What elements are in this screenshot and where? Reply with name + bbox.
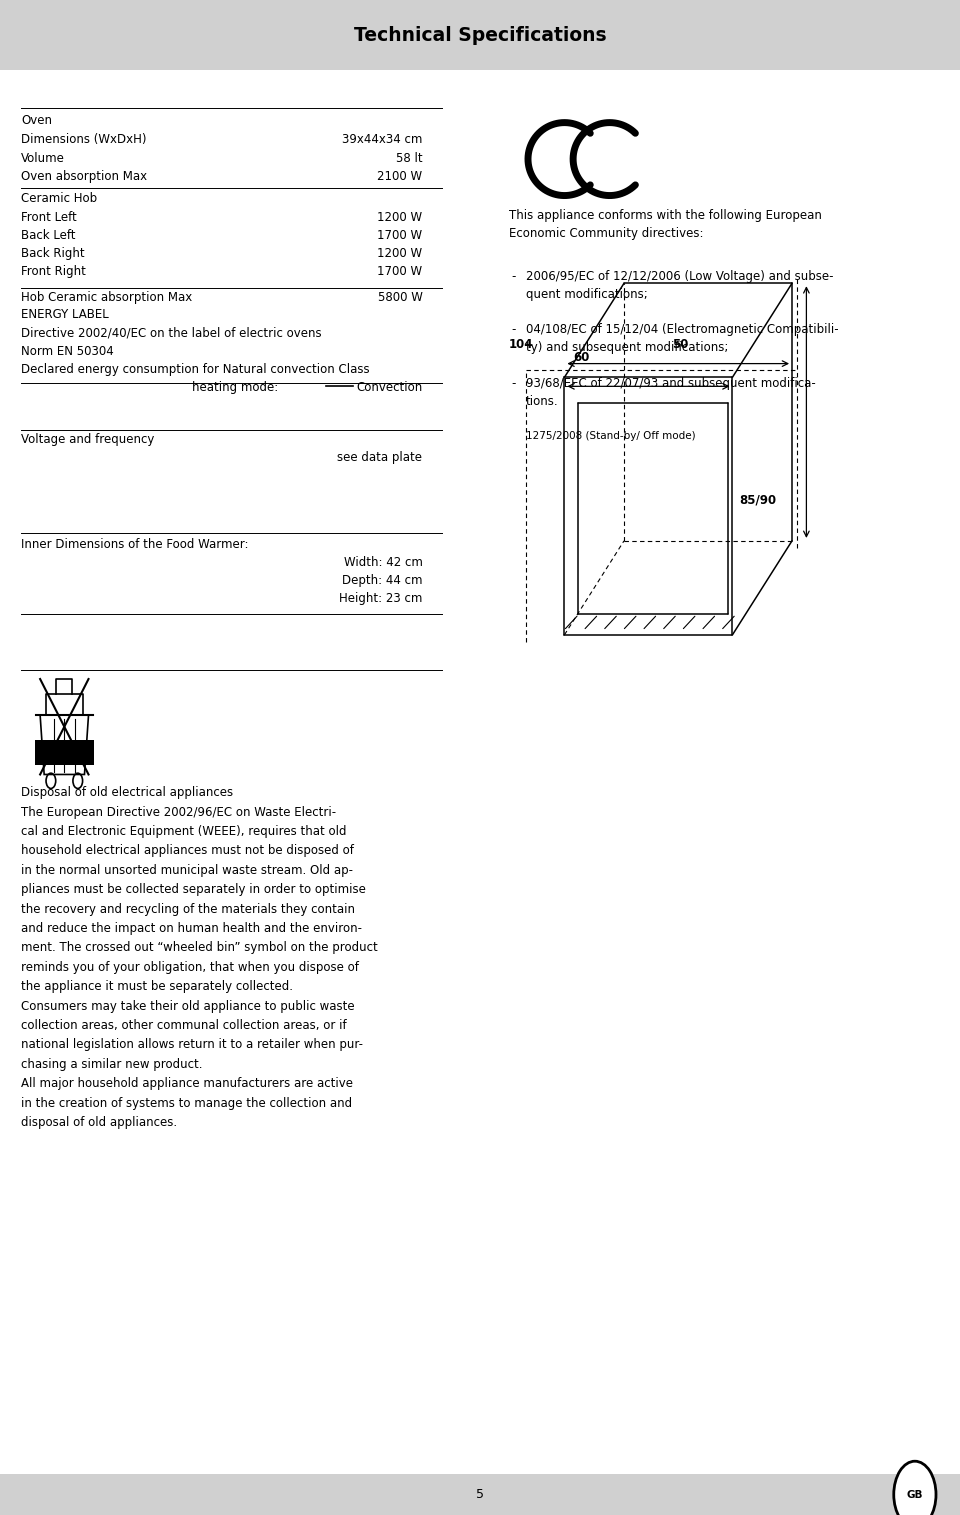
Text: 1200 W: 1200 W — [377, 211, 422, 224]
Bar — [0, 1474, 960, 1515]
Text: in the creation of systems to manage the collection and: in the creation of systems to manage the… — [21, 1097, 352, 1109]
Text: ty) and subsequent modifications;: ty) and subsequent modifications; — [526, 341, 729, 355]
Text: -: - — [512, 270, 516, 283]
Text: -: - — [512, 377, 516, 389]
Text: 60: 60 — [573, 350, 589, 364]
Text: Technical Specifications: Technical Specifications — [353, 26, 607, 45]
Text: All major household appliance manufacturers are active: All major household appliance manufactur… — [21, 1077, 353, 1091]
Text: 5: 5 — [476, 1488, 484, 1501]
Text: Norm EN 50304: Norm EN 50304 — [21, 345, 114, 358]
Text: Depth: 44 cm: Depth: 44 cm — [342, 574, 422, 588]
Text: 85/90: 85/90 — [739, 494, 777, 506]
Text: in the normal unsorted municipal waste stream. Old ap-: in the normal unsorted municipal waste s… — [21, 864, 353, 877]
Text: cal and Electronic Equipment (WEEE), requires that old: cal and Electronic Equipment (WEEE), req… — [21, 826, 347, 838]
Text: 39x44x34 cm: 39x44x34 cm — [342, 133, 422, 147]
Text: ment. The crossed out “wheeled bin” symbol on the product: ment. The crossed out “wheeled bin” symb… — [21, 941, 378, 954]
Text: quent modifications;: quent modifications; — [526, 288, 648, 300]
Text: see data plate: see data plate — [337, 451, 422, 465]
Text: Width: 42 cm: Width: 42 cm — [344, 556, 422, 570]
Text: pliances must be collected separately in order to optimise: pliances must be collected separately in… — [21, 883, 366, 897]
Text: and reduce the impact on human health and the environ-: and reduce the impact on human health an… — [21, 923, 362, 935]
Text: tions.: tions. — [526, 395, 559, 408]
Text: Volume: Volume — [21, 152, 65, 165]
Text: Hob Ceramic absorption Max: Hob Ceramic absorption Max — [21, 291, 192, 305]
Text: Disposal of old electrical appliances: Disposal of old electrical appliances — [21, 786, 233, 800]
Text: The European Directive 2002/96/EC on Waste Electri-: The European Directive 2002/96/EC on Was… — [21, 806, 336, 818]
Text: 104: 104 — [509, 338, 534, 351]
Bar — [0, 0, 960, 70]
Text: Convection: Convection — [356, 380, 422, 394]
Text: 50: 50 — [672, 338, 688, 351]
Text: chasing a similar new product.: chasing a similar new product. — [21, 1057, 203, 1071]
Text: Oven: Oven — [21, 114, 52, 127]
Text: 1200 W: 1200 W — [377, 247, 422, 261]
Text: 1700 W: 1700 W — [377, 229, 422, 242]
Text: national legislation allows return it to a retailer when pur-: national legislation allows return it to… — [21, 1038, 363, 1051]
Text: Back Left: Back Left — [21, 229, 76, 242]
Text: reminds you of your obligation, that when you dispose of: reminds you of your obligation, that whe… — [21, 961, 359, 974]
Text: 04/108/EC of 15/12/04 (Electromagnetic Compatibili-: 04/108/EC of 15/12/04 (Electromagnetic C… — [526, 323, 839, 336]
Text: ENERGY LABEL: ENERGY LABEL — [21, 309, 108, 321]
Text: disposal of old appliances.: disposal of old appliances. — [21, 1117, 178, 1129]
Text: 1700 W: 1700 W — [377, 265, 422, 279]
Text: 2100 W: 2100 W — [377, 170, 422, 183]
Text: Directive 2002/40/EC on the label of electric ovens: Directive 2002/40/EC on the label of ele… — [21, 327, 322, 339]
Text: heating mode:: heating mode: — [192, 380, 278, 394]
Text: collection areas, other communal collection areas, or if: collection areas, other communal collect… — [21, 1020, 347, 1032]
Text: This appliance conforms with the following European: This appliance conforms with the followi… — [509, 209, 822, 223]
Text: Height: 23 cm: Height: 23 cm — [339, 592, 422, 606]
Text: 1275/2008 (Stand-by/ Off mode): 1275/2008 (Stand-by/ Off mode) — [526, 430, 696, 441]
Text: Consumers may take their old appliance to public waste: Consumers may take their old appliance t… — [21, 1000, 355, 1012]
Text: Oven absorption Max: Oven absorption Max — [21, 170, 147, 183]
Text: Ceramic Hob: Ceramic Hob — [21, 192, 97, 206]
Text: 93/68/EEC of 22/07/93 and subsequent modifica-: 93/68/EEC of 22/07/93 and subsequent mod… — [526, 377, 816, 389]
Text: 2006/95/EC of 12/12/2006 (Low Voltage) and subse-: 2006/95/EC of 12/12/2006 (Low Voltage) a… — [526, 270, 833, 283]
Text: 58 lt: 58 lt — [396, 152, 422, 165]
Circle shape — [894, 1460, 936, 1515]
Text: Front Left: Front Left — [21, 211, 77, 224]
Text: Economic Community directives:: Economic Community directives: — [509, 227, 704, 241]
Text: Inner Dimensions of the Food Warmer:: Inner Dimensions of the Food Warmer: — [21, 538, 249, 551]
Text: Back Right: Back Right — [21, 247, 84, 261]
Text: household electrical appliances must not be disposed of: household electrical appliances must not… — [21, 844, 354, 857]
Text: Dimensions (WxDxH): Dimensions (WxDxH) — [21, 133, 147, 147]
Text: Declared energy consumption for Natural convection Class: Declared energy consumption for Natural … — [21, 362, 370, 376]
Text: Front Right: Front Right — [21, 265, 86, 279]
Text: Voltage and frequency: Voltage and frequency — [21, 433, 155, 447]
Text: the recovery and recycling of the materials they contain: the recovery and recycling of the materi… — [21, 903, 355, 915]
Text: GB: GB — [906, 1489, 924, 1500]
Text: 5800 W: 5800 W — [377, 291, 422, 305]
Text: -: - — [512, 323, 516, 336]
Text: the appliance it must be separately collected.: the appliance it must be separately coll… — [21, 980, 293, 994]
Bar — [35, 739, 94, 765]
